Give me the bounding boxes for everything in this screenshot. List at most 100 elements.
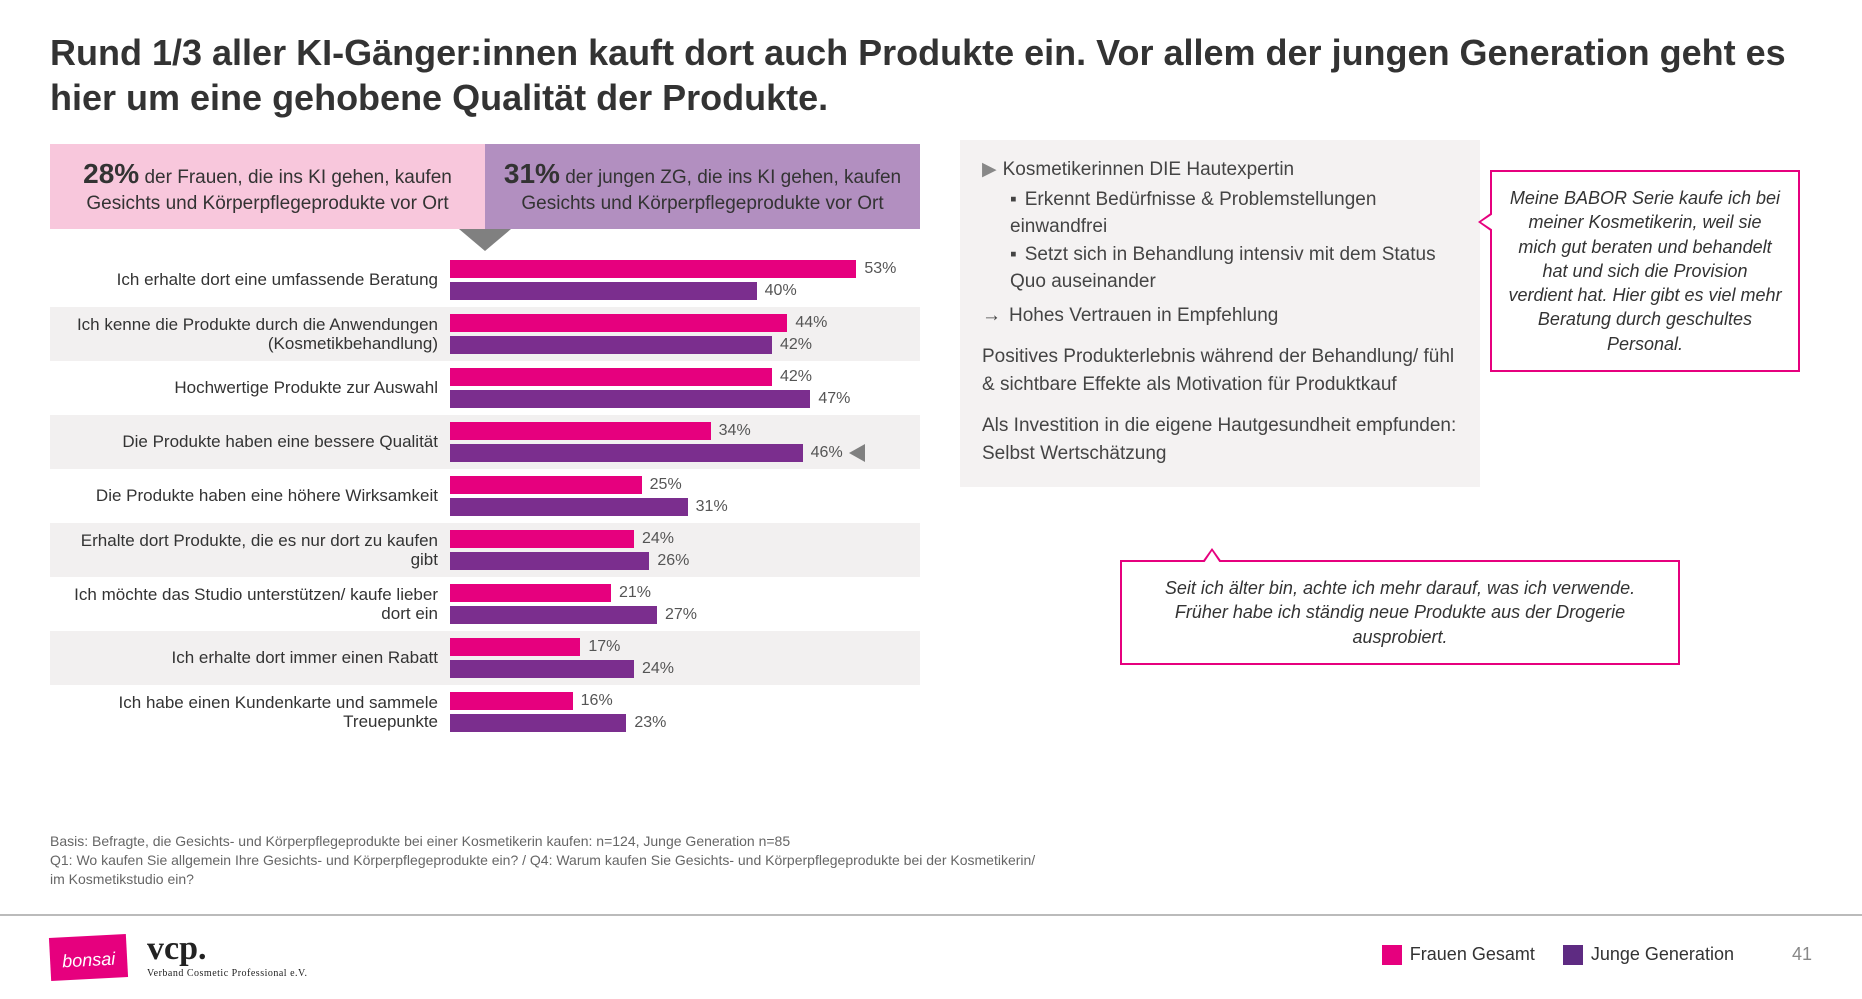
bar-frauen — [450, 638, 580, 656]
footnote-line: Basis: Befragte, die Gesichts- und Körpe… — [50, 832, 1050, 851]
bonsai-logo: bonsai — [49, 934, 128, 981]
legend: Frauen Gesamt Junge Generation 41 — [1382, 944, 1812, 965]
bar-junge — [450, 336, 772, 354]
bar-value-junge: 27% — [665, 606, 697, 624]
chart-row: Die Produkte haben eine bessere Qualität… — [50, 415, 920, 469]
vcp-logo: vcp. Verband Cosmetic Professional e.V. — [147, 930, 307, 979]
quote-text-1: Meine BABOR Serie kaufe ich bei meiner K… — [1508, 188, 1781, 354]
findings-sublist: Erkennt Bedürfnisse & Problemstellungen … — [1010, 186, 1458, 296]
chart-row: Ich erhalte dort immer einen Rabatt17%24… — [50, 631, 920, 685]
callout-arrow-icon — [849, 444, 865, 462]
bar-value-frauen: 34% — [719, 422, 751, 440]
findings-heading-text: Kosmetikerinnen DIE Hautexpertin — [1003, 159, 1294, 180]
vcp-logo-text: vcp. — [147, 930, 207, 967]
stat-text-junge: der jungen ZG, die ins KI gehen, kaufen … — [521, 167, 901, 214]
bar-frauen — [450, 368, 772, 386]
legend-item-junge: Junge Generation — [1563, 944, 1734, 965]
bar-wrap: 16% — [450, 691, 920, 711]
vcp-logo-subtext: Verband Cosmetic Professional e.V. — [147, 968, 307, 979]
bar-wrap: 23% — [450, 713, 920, 733]
chart-row-label: Die Produkte haben eine bessere Qualität — [50, 432, 450, 452]
bar-value-junge: 46% — [811, 444, 843, 462]
chart-row-bars: 24%26% — [450, 527, 920, 573]
legend-label-junge: Junge Generation — [1591, 944, 1734, 964]
chart-row-label: Erhalte dort Produkte, die es nur dort z… — [50, 531, 450, 570]
bar-value-frauen: 44% — [795, 314, 827, 332]
logos: bonsai vcp. Verband Cosmetic Professiona… — [50, 930, 307, 979]
findings-heading: ▶ Kosmetikerinnen DIE Hautexpertin — [982, 156, 1458, 184]
bar-frauen — [450, 314, 787, 332]
bar-value-junge: 42% — [780, 336, 812, 354]
bar-frauen — [450, 422, 711, 440]
bar-wrap: 34% — [450, 421, 920, 441]
findings-paragraph: Positives Produkterlebnis während der Be… — [982, 343, 1458, 398]
bar-wrap: 44% — [450, 313, 920, 333]
bar-wrap: 21% — [450, 583, 920, 603]
chart-row-bars: 21% 27% — [450, 581, 920, 627]
legend-item-frauen: Frauen Gesamt — [1382, 944, 1535, 965]
chart-row: Ich kenne die Produkte durch die Anwendu… — [50, 307, 920, 361]
bar-frauen — [450, 692, 573, 710]
slide-title: Rund 1/3 aller KI-Gänger:innen kauft dor… — [50, 30, 1812, 120]
bar-junge — [450, 282, 757, 300]
bar-wrap: 24% — [450, 529, 920, 549]
bar-frauen — [450, 260, 856, 278]
bar-wrap: 31% — [450, 497, 920, 517]
bar-frauen — [450, 476, 642, 494]
chart-row-bars: 44%42% — [450, 311, 920, 357]
quote-box-2: Seit ich älter bin, achte ich mehr darau… — [1120, 560, 1680, 665]
bar-wrap: 46% — [450, 443, 920, 463]
chart-row-bars: 16% 23% — [450, 689, 920, 735]
bar-junge — [450, 390, 810, 408]
chart-row-label: Ich erhalte dort immer einen Rabatt — [50, 648, 450, 668]
bar-value-frauen: 42% — [780, 368, 812, 386]
slide: Rund 1/3 aller KI-Gänger:innen kauft dor… — [0, 0, 1862, 999]
findings-sub-item: Setzt sich in Behandlung intensiv mit de… — [1010, 241, 1458, 296]
stat-text-frauen: der Frauen, die ins KI gehen, kaufen Ges… — [86, 167, 451, 214]
triangle-icon: ▶ — [982, 159, 997, 180]
findings-paragraph: Als Investition in die eigene Hautgesund… — [982, 412, 1458, 467]
chart-row-label: Hochwertige Produkte zur Auswahl — [50, 378, 450, 398]
bar-value-frauen: 21% — [619, 584, 651, 602]
bar-wrap: 42% — [450, 367, 920, 387]
bar-wrap: 25% — [450, 475, 920, 495]
bar-frauen — [450, 530, 634, 548]
down-arrow-icon — [459, 229, 511, 251]
quote-text-2: Seit ich älter bin, achte ich mehr darau… — [1165, 578, 1635, 647]
stat-pct-junge: 31% — [504, 158, 560, 189]
chart-row: Ich erhalte dort eine umfassende Beratun… — [50, 253, 920, 307]
chart-row-label: Ich kenne die Produkte durch die Anwendu… — [50, 315, 450, 354]
bar-wrap: 24% — [450, 659, 920, 679]
findings-arrow-line: Hohes Vertrauen in Empfehlung — [982, 302, 1458, 330]
speech-tail-icon — [1202, 548, 1222, 562]
stat-box-frauen: 28% der Frauen, die ins KI gehen, kaufen… — [50, 144, 485, 229]
chart-row-bars: 42%47% — [450, 365, 920, 411]
stat-pct-frauen: 28% — [83, 158, 139, 189]
chart-row-bars: 17%24% — [450, 635, 920, 681]
bar-junge — [450, 714, 626, 732]
findings-sub-item: Erkennt Bedürfnisse & Problemstellungen … — [1010, 186, 1458, 241]
bar-value-frauen: 53% — [864, 260, 896, 278]
stat-boxes: 28% der Frauen, die ins KI gehen, kaufen… — [50, 144, 920, 229]
bar-junge — [450, 444, 803, 462]
chart-row: Ich möchte das Studio unterstützen/ kauf… — [50, 577, 920, 631]
chart-row-bars: 34% 46% — [450, 419, 920, 465]
chart-row-label: Ich möchte das Studio unterstützen/ kauf… — [50, 585, 450, 624]
bar-junge — [450, 606, 657, 624]
footer: bonsai vcp. Verband Cosmetic Professiona… — [0, 914, 1862, 979]
chart-row: Erhalte dort Produkte, die es nur dort z… — [50, 523, 920, 577]
bar-value-junge: 24% — [642, 660, 674, 678]
bar-value-frauen: 24% — [642, 530, 674, 548]
chart-row: Die Produkte haben eine höhere Wirksamke… — [50, 469, 920, 523]
bar-value-frauen: 16% — [581, 692, 613, 710]
stat-box-junge: 31% der jungen ZG, die ins KI gehen, kau… — [485, 144, 920, 229]
chart-row-bars: 53%40% — [450, 257, 920, 303]
bar-value-frauen: 25% — [650, 476, 682, 494]
chart-row: Ich habe einen Kundenkarte und sammele T… — [50, 685, 920, 739]
bar-wrap: 47% — [450, 389, 920, 409]
bar-value-junge: 23% — [634, 714, 666, 732]
bar-wrap: 40% — [450, 281, 920, 301]
speech-tail-icon — [1478, 212, 1492, 232]
chart-row-bars: 25%31% — [450, 473, 920, 519]
bar-junge — [450, 498, 688, 516]
